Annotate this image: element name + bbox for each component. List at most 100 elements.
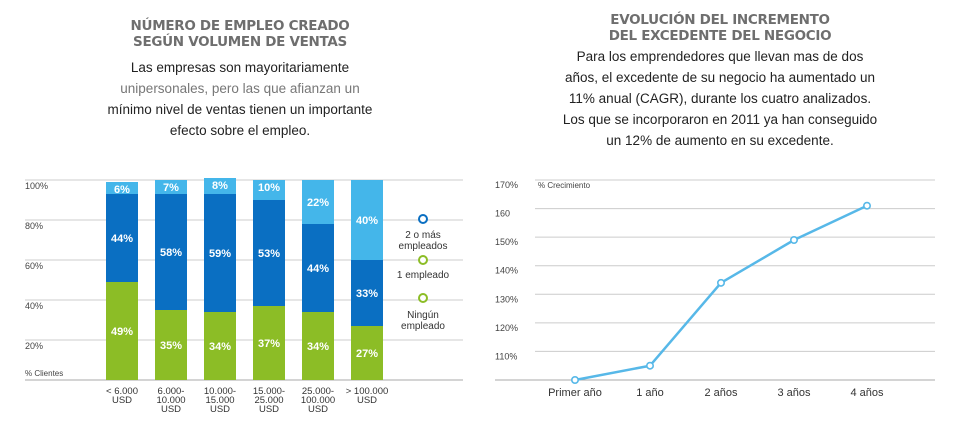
bar-value-label: 58% bbox=[160, 247, 182, 259]
x-tick-label: Primer año bbox=[548, 387, 602, 399]
legend-marker-icon bbox=[418, 293, 428, 303]
x-tick-label: 3 años bbox=[777, 387, 811, 399]
x-tick-label: 10.000 bbox=[156, 395, 185, 406]
right-description: Para los emprendedores que llevan mas de… bbox=[480, 46, 960, 151]
right-title: EVOLUCIÓN DEL INCREMENTO DEL EXCEDENTE D… bbox=[480, 12, 960, 44]
x-tick-label: USD bbox=[161, 404, 181, 415]
bar-segment bbox=[351, 180, 383, 260]
y-tick-label: 20% bbox=[25, 341, 43, 351]
data-point bbox=[716, 278, 725, 287]
bar-segment bbox=[155, 310, 187, 380]
right-text-line: un 12% de aumento en su excedente. bbox=[606, 133, 834, 148]
y-tick-label: 40% bbox=[25, 301, 43, 311]
data-point bbox=[570, 375, 579, 384]
bar-segment bbox=[253, 306, 285, 380]
x-tick-label: USD bbox=[112, 395, 132, 406]
bar-segment bbox=[155, 194, 187, 310]
bar-segment bbox=[351, 326, 383, 380]
right-panel: EVOLUCIÓN DEL INCREMENTO DEL EXCEDENTE D… bbox=[480, 0, 960, 434]
x-tick-label: 15.000- bbox=[253, 386, 285, 397]
right-text-line: años, el excedente de su negocio ha aume… bbox=[565, 70, 875, 85]
x-tick-label: 4 años bbox=[850, 387, 884, 399]
legend-label: empleado bbox=[401, 321, 445, 332]
x-tick-label: 2 años bbox=[704, 387, 738, 399]
series-line bbox=[574, 204, 868, 382]
bar-value-label: 33% bbox=[356, 288, 378, 300]
bar-segment bbox=[302, 180, 334, 224]
y-tick-label: 100% bbox=[25, 181, 48, 191]
bar-value-label: 53% bbox=[258, 248, 280, 260]
left-text-line: unipersonales, pero las que afianzan un bbox=[120, 81, 360, 96]
y-tick-label: 60% bbox=[25, 261, 43, 271]
bar-value-label: 7% bbox=[163, 182, 179, 194]
bar-segment bbox=[155, 180, 187, 194]
y-tick-label: 120% bbox=[495, 323, 518, 333]
y-tick-label: 160 bbox=[495, 209, 510, 219]
bar-value-label: 44% bbox=[111, 233, 133, 245]
y-tick-label: 130% bbox=[495, 294, 518, 304]
y-tick-label: 170% bbox=[495, 180, 518, 190]
legend-label: 1 empleado bbox=[397, 270, 450, 281]
bar-value-label: 22% bbox=[307, 197, 329, 209]
y-tick-label: 150% bbox=[495, 237, 518, 247]
bar-segment bbox=[253, 180, 285, 200]
bar-value-label: 27% bbox=[356, 348, 378, 360]
bar-segment bbox=[302, 224, 334, 312]
left-text-line: mínimo nivel de ventas tienen un importa… bbox=[107, 102, 373, 117]
bar-value-label: 37% bbox=[258, 338, 280, 350]
right-title-line: EVOLUCIÓN DEL INCREMENTO bbox=[610, 12, 830, 28]
bar-segment bbox=[106, 282, 138, 380]
legend-marker-icon bbox=[418, 214, 428, 224]
x-tick-label: > 100.000 bbox=[346, 386, 389, 397]
x-tick-label: 100.000 bbox=[301, 395, 335, 406]
legend-label: 2 o más bbox=[405, 230, 441, 241]
right-title-line: DEL EXCEDENTE DEL NEGOCIO bbox=[608, 28, 832, 44]
left-title: NÚMERO DE EMPLEO CREADO SEGÚN VOLUMEN DE… bbox=[0, 18, 480, 50]
bar-value-label: 44% bbox=[307, 263, 329, 275]
left-title-line: SEGÚN VOLUMEN DE VENTAS bbox=[133, 34, 347, 50]
y-tick-label: 140% bbox=[495, 266, 518, 276]
data-point bbox=[862, 201, 871, 210]
bar-segment bbox=[253, 200, 285, 306]
left-title-line: NÚMERO DE EMPLEO CREADO bbox=[130, 18, 350, 34]
x-tick-label: 10.000- bbox=[204, 386, 236, 397]
data-point bbox=[789, 236, 798, 245]
y-tick-label: 110% bbox=[495, 351, 517, 361]
bar-segment bbox=[302, 312, 334, 380]
x-tick-label: < 6.000 bbox=[106, 386, 138, 397]
x-tick-label: USD bbox=[357, 395, 377, 406]
bar-segment bbox=[204, 194, 236, 312]
x-tick-label: USD bbox=[308, 404, 328, 415]
legend-label: Ningún bbox=[407, 310, 439, 321]
bar-segment bbox=[204, 312, 236, 380]
x-tick-label: 6.000- bbox=[158, 386, 185, 397]
bar-segment bbox=[204, 178, 236, 194]
bar-value-label: 59% bbox=[209, 248, 231, 260]
x-tick-label: USD bbox=[210, 404, 230, 415]
left-text-line: Las empresas son mayoritariamente bbox=[130, 60, 350, 75]
bar-segment bbox=[106, 194, 138, 282]
legend-label: empleados bbox=[399, 241, 448, 252]
bar-value-label: 10% bbox=[258, 182, 280, 194]
bar-segment bbox=[106, 182, 138, 194]
x-tick-label: 15.000 bbox=[205, 395, 234, 406]
bar-value-label: 40% bbox=[356, 215, 378, 227]
legend-marker-icon bbox=[418, 255, 428, 265]
left-description: Las empresas son mayoritariamente uniper… bbox=[0, 57, 480, 141]
x-tick-label: 1 año bbox=[636, 387, 664, 399]
bar-value-label: 8% bbox=[212, 180, 228, 192]
left-panel: NÚMERO DE EMPLEO CREADO SEGÚN VOLUMEN DE… bbox=[0, 18, 480, 141]
bar-value-label: 6% bbox=[114, 184, 130, 196]
bar-value-label: 34% bbox=[307, 341, 329, 353]
y-tick-label: 80% bbox=[25, 221, 43, 231]
bar-value-label: 34% bbox=[209, 341, 231, 353]
left-text-line: efecto sobre el empleo. bbox=[169, 123, 311, 138]
right-text-line: Para los emprendedores que llevan mas de… bbox=[576, 49, 864, 64]
x-tick-label: 25.000- bbox=[302, 386, 334, 397]
bar-value-label: 49% bbox=[111, 326, 133, 338]
bar-segment bbox=[351, 260, 383, 326]
bar-value-label: 35% bbox=[160, 340, 182, 352]
y-axis-title: % Crecimiento bbox=[538, 181, 591, 190]
x-tick-label: USD bbox=[259, 404, 279, 415]
